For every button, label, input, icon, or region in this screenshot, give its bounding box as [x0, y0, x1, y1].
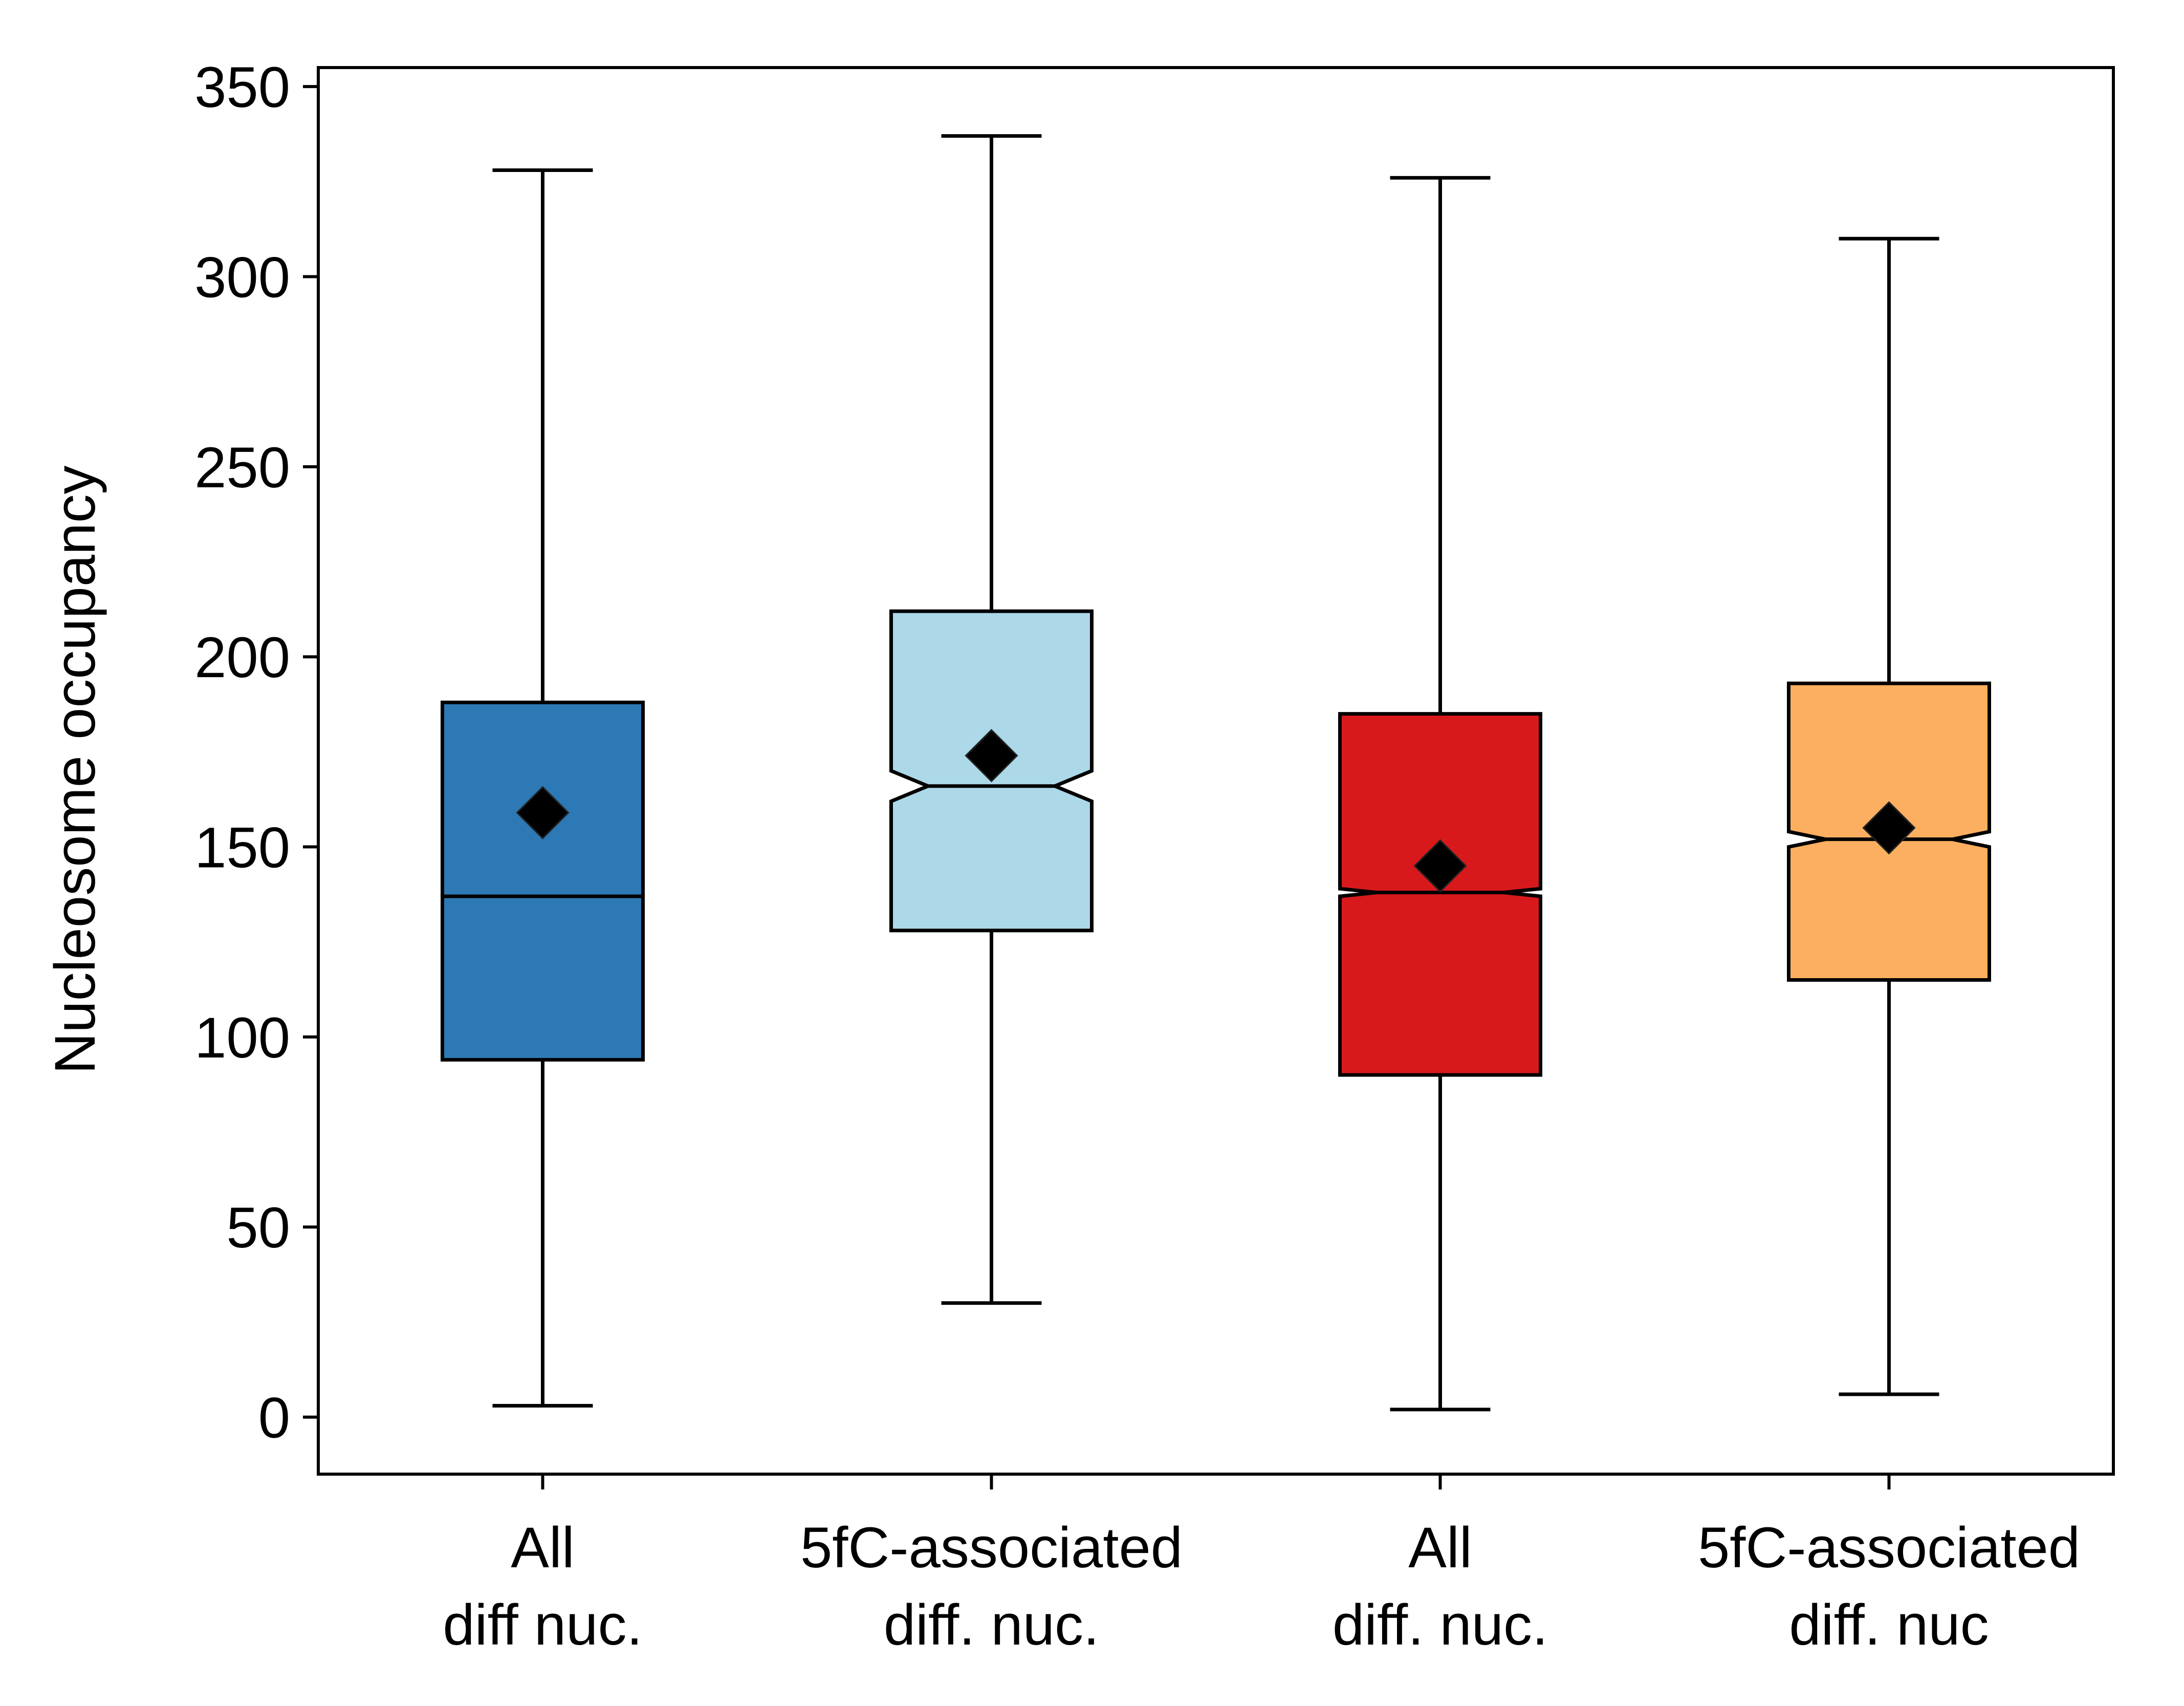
y-tick-label: 250: [194, 436, 290, 500]
x-tick-label-line1: All: [511, 1516, 574, 1580]
y-tick-label: 350: [194, 55, 290, 119]
y-tick-label: 300: [194, 245, 290, 309]
x-tick-label-line2: diff nuc.: [443, 1593, 642, 1657]
mean-marker: [516, 786, 570, 839]
y-tick-label: 100: [194, 1006, 290, 1070]
x-tick-label-line1: 5fC-associated: [1698, 1516, 2080, 1580]
x-tick-label-line1: 5fC-associated: [800, 1516, 1183, 1580]
box-body: [1338, 712, 1542, 1077]
y-axis: 0 50 100 150 200 250 300 350: [194, 55, 318, 1450]
plot-area-frame: [317, 66, 2115, 1476]
y-axis-label: Nucleosome occupancy: [43, 465, 107, 1074]
x-tick-label-line1: All: [1408, 1516, 1472, 1580]
y-tick-label: 50: [226, 1196, 290, 1260]
x-tick-label-line2: diff. nuc.: [1333, 1593, 1548, 1657]
y-tick-label: 150: [194, 816, 290, 880]
box-group: [1787, 236, 1991, 1396]
box-body: [441, 700, 645, 1062]
box-series: [441, 134, 1991, 1412]
x-tick-label-line2: diff. nuc.: [884, 1593, 1099, 1657]
x-axis: All diff nuc. 5fC-associated diff. nuc. All d…: [443, 1474, 2080, 1657]
y-tick-label: 0: [258, 1386, 290, 1450]
mean-marker: [1413, 839, 1467, 893]
box-group: [889, 134, 1094, 1305]
box-group: [1338, 176, 1542, 1412]
mean-marker: [965, 729, 1018, 783]
box-group: [441, 168, 645, 1408]
mean-marker: [1862, 801, 1916, 855]
y-tick-label: 200: [194, 625, 290, 689]
x-tick-label-line2: diff. nuc: [1789, 1593, 1989, 1657]
